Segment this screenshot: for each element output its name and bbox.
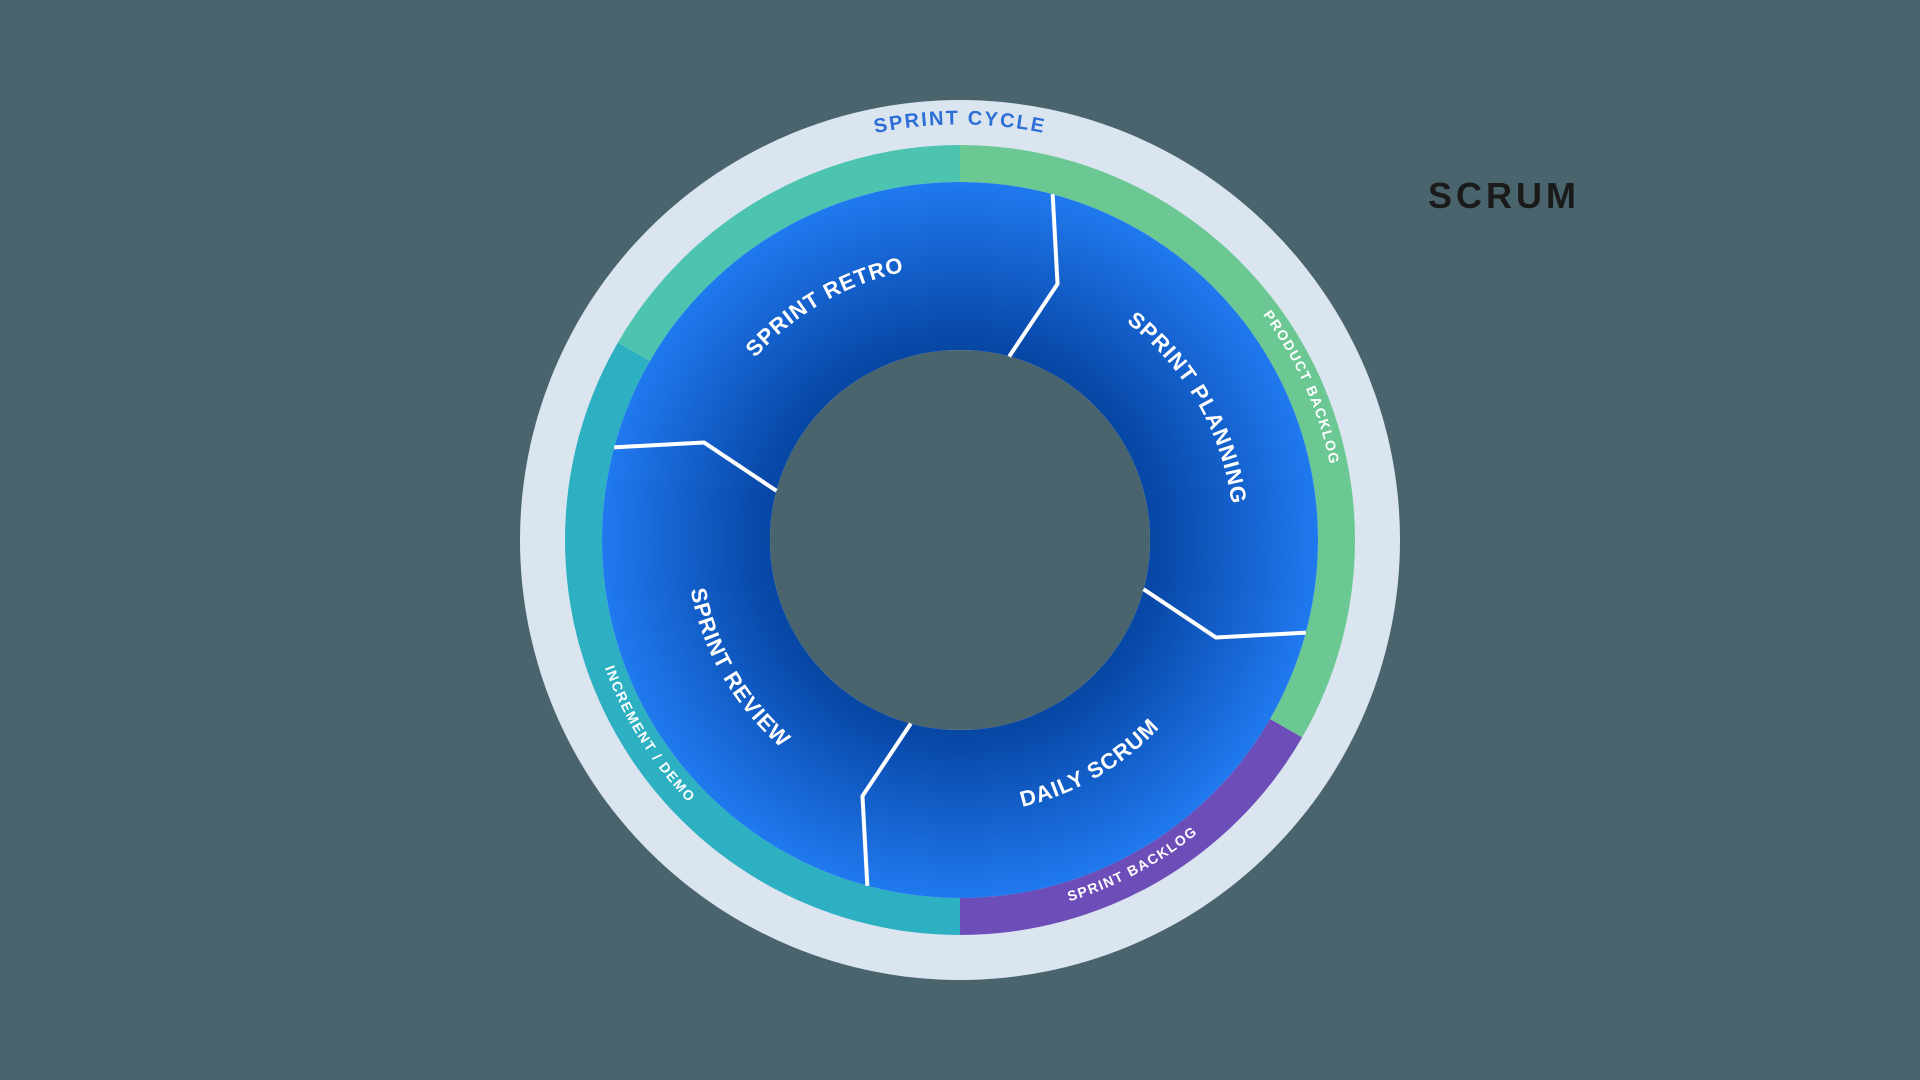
cycle-svg: SPRINT CYCLEPRODUCT BACKLOGSPRINT BACKLO… [510, 90, 1410, 990]
page-title: SCRUM [1428, 175, 1580, 217]
center-hole [770, 350, 1150, 730]
scrum-cycle-diagram: SPRINT CYCLEPRODUCT BACKLOGSPRINT BACKLO… [510, 90, 1410, 990]
